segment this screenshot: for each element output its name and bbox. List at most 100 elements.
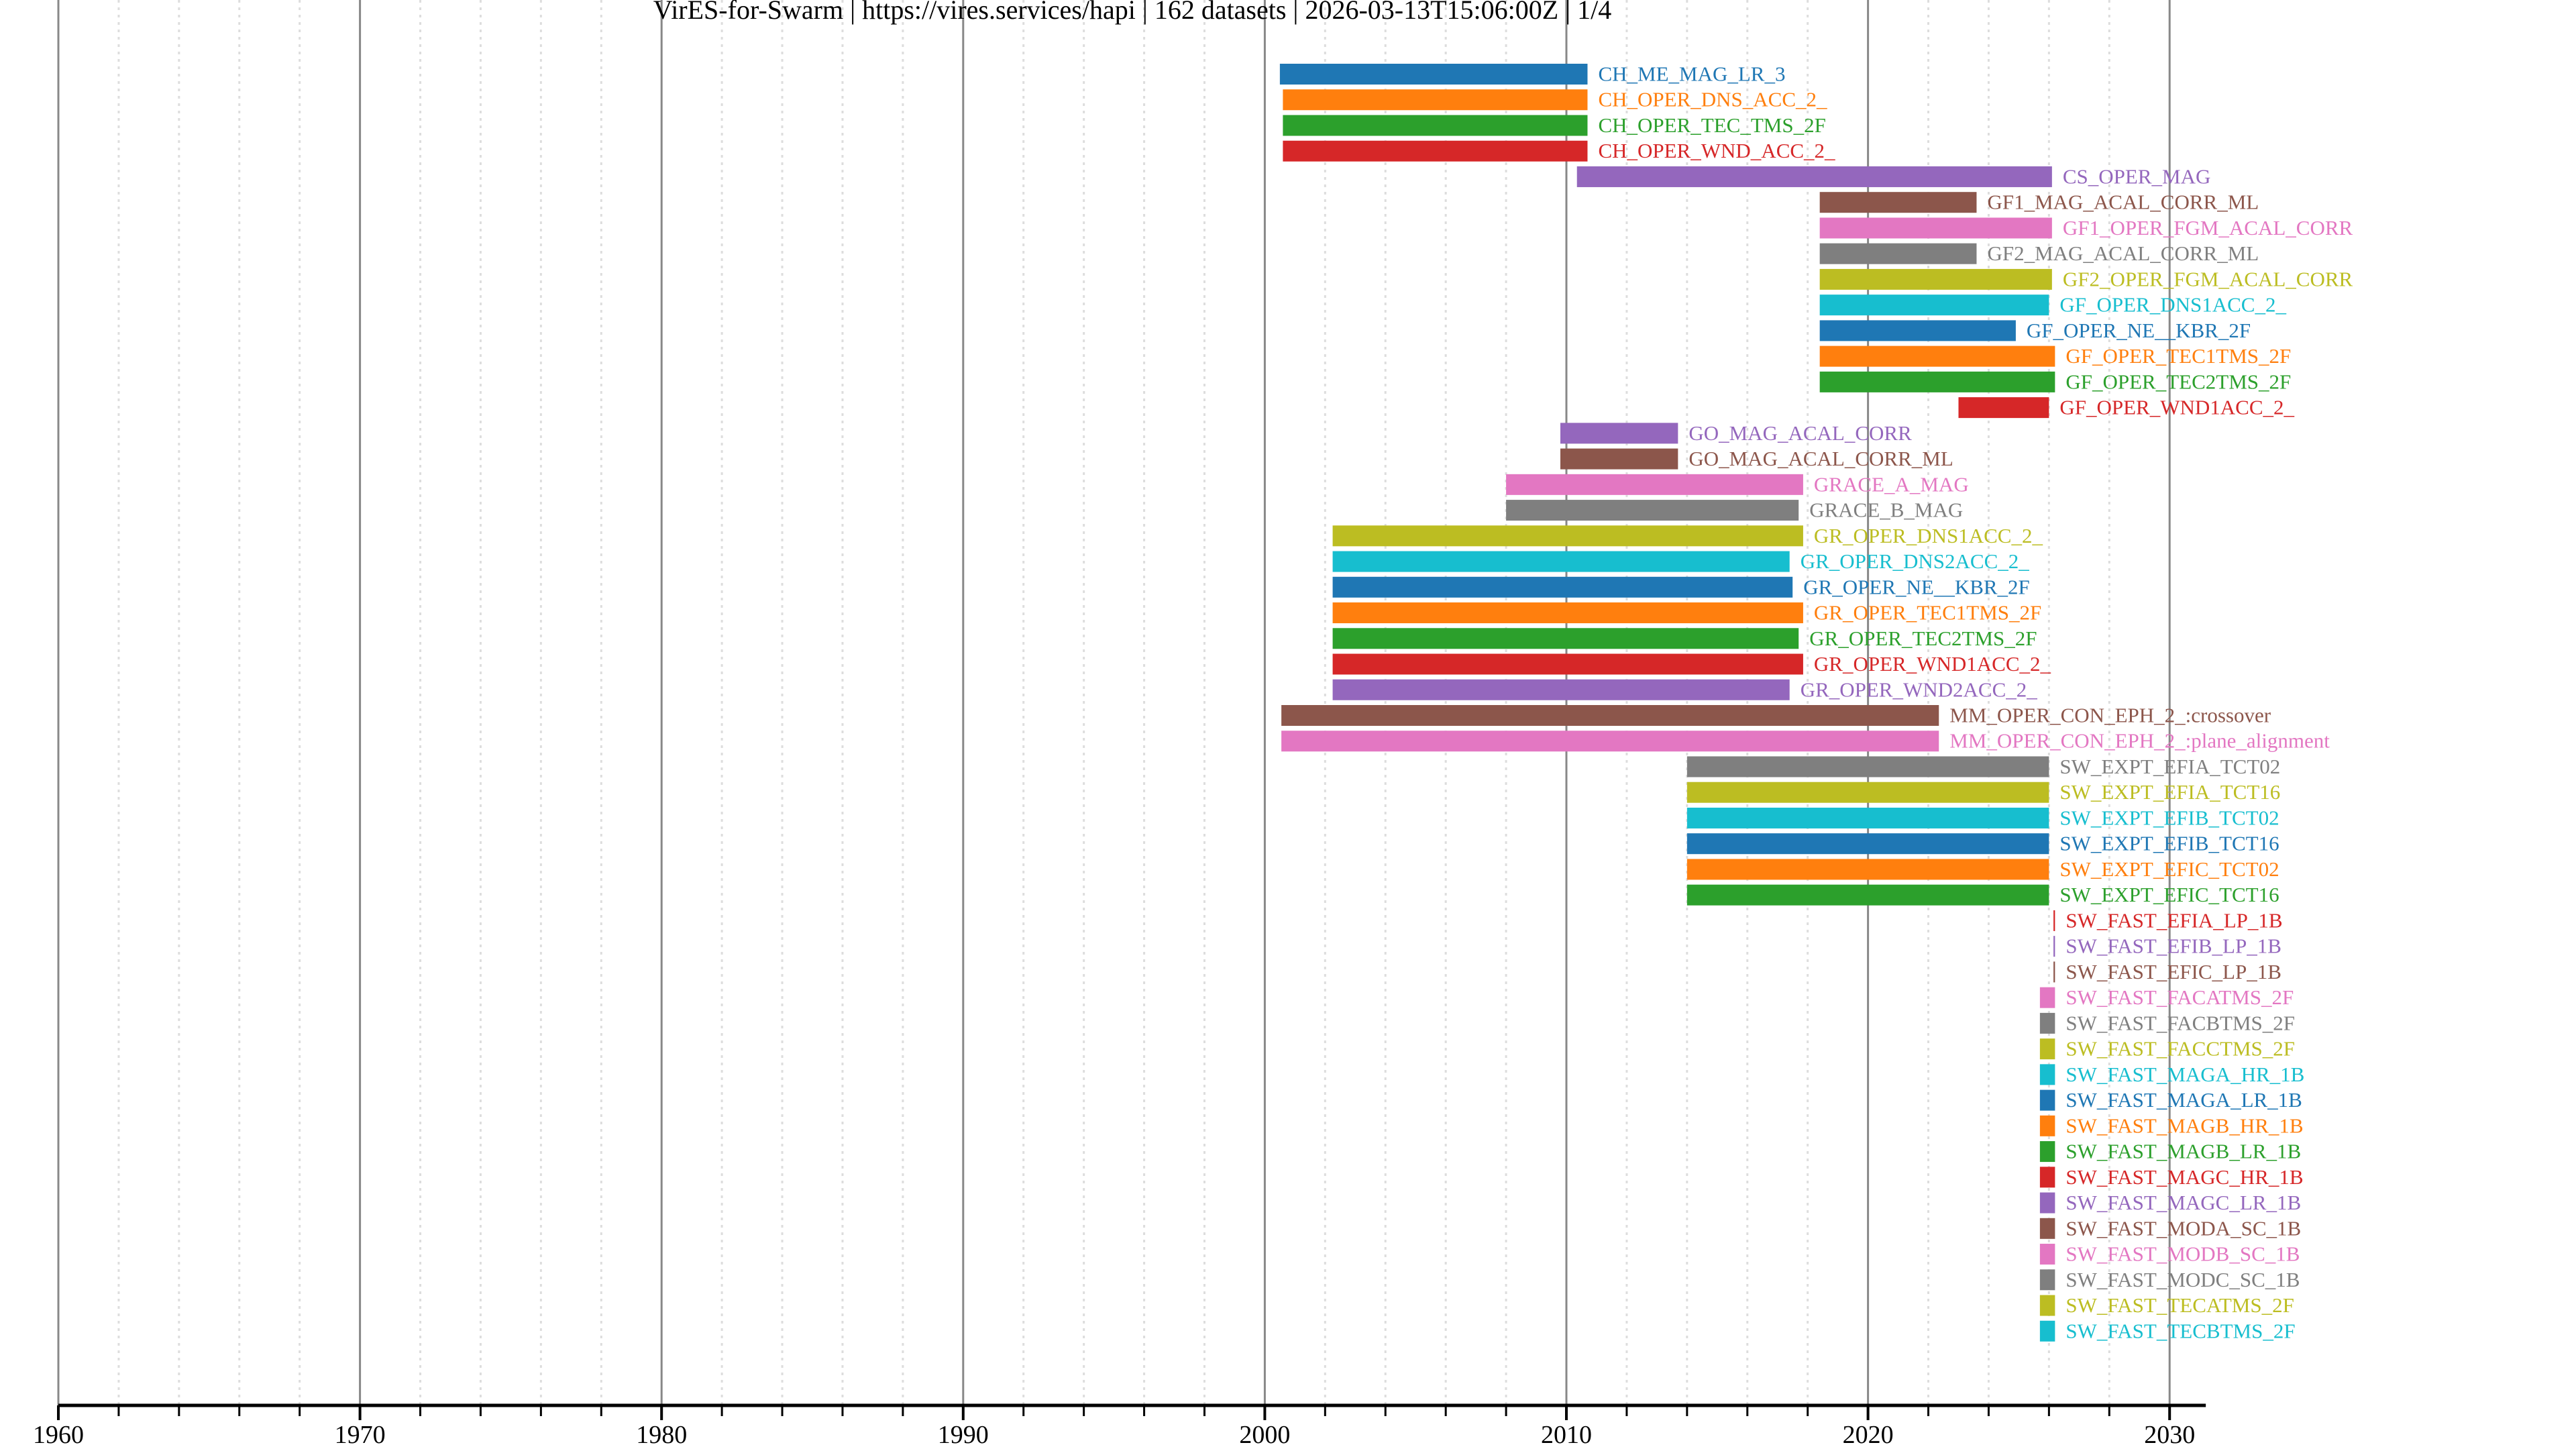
timeline-bar	[1283, 115, 1588, 136]
timeline-bar-label: SW_EXPT_EFIC_TCT02	[2059, 857, 2279, 881]
timeline-bar	[1819, 345, 2055, 367]
timeline-bar-label: SW_FAST_MAGB_HR_1B	[2065, 1114, 2303, 1137]
timeline-bar-label: SW_FAST_EFIB_LP_1B	[2065, 934, 2282, 958]
timeline-bar-label: MM_OPER_CON_EPH_2_:crossover	[1949, 704, 2271, 727]
timeline-bar	[1560, 423, 1678, 444]
timeline-bar-label: GR_OPER_DNS2ACC_2_	[1801, 549, 2030, 573]
timeline-bar	[2039, 1218, 2055, 1239]
timeline-bar-label: SW_FAST_EFIA_LP_1B	[2065, 908, 2282, 932]
timeline-bar	[2039, 1089, 2055, 1111]
x-tick-label: 1960	[33, 1421, 84, 1449]
timeline-bar	[1332, 551, 1790, 572]
timeline-bar	[1279, 64, 1588, 85]
timeline-bar	[1332, 602, 1803, 624]
timeline-bar	[1332, 679, 1790, 700]
timeline-bar	[1686, 807, 2049, 828]
timeline-bar-label: SW_FAST_MAGA_HR_1B	[2065, 1063, 2304, 1086]
timeline-bar	[1332, 576, 1793, 598]
timeline-bar-label: GRACE_A_MAG	[1814, 472, 1969, 496]
x-tick-label: 1980	[636, 1421, 687, 1449]
timeline-bar	[1819, 320, 2016, 341]
x-axis: 1960 1970 1980 1990 2000 2010 2020 2030	[33, 1403, 2206, 1449]
timeline-bar	[2039, 1244, 2055, 1265]
timeline-bar	[2039, 1295, 2055, 1316]
timeline-bar	[2039, 1320, 2055, 1342]
timeline-bar-label: GF_OPER_DNS1ACC_2_	[2059, 293, 2286, 317]
timeline-bar	[1281, 705, 1939, 726]
timeline-bar	[2039, 987, 2055, 1008]
chart-title: VirES-for-Swarm | https://vires.services…	[653, 0, 1612, 25]
timeline-bar	[1958, 397, 2049, 419]
timeline-bar-label: GF_OPER_NE__KBR_2F	[2027, 319, 2251, 342]
timeline-bar	[1283, 140, 1588, 162]
timeline-bar-label: SW_FAST_EFIC_LP_1B	[2065, 960, 2282, 983]
timeline-bar-label: GF_OPER_WND1ACC_2_	[2059, 396, 2294, 419]
timeline-bar-label: GR_OPER_NE__KBR_2F	[1803, 575, 2030, 598]
timeline-bar-label: SW_FAST_MAGC_LR_1B	[2065, 1191, 2301, 1214]
bars	[1279, 64, 2055, 1342]
timeline-bar	[2039, 1115, 2055, 1136]
timeline-bar-label: SW_EXPT_EFIB_TCT02	[2059, 806, 2279, 829]
timeline-bar	[2039, 1012, 2055, 1034]
timeline-bar	[1819, 192, 1977, 213]
timeline-bar	[1819, 294, 2049, 316]
timeline-bar-label: SW_EXPT_EFIA_TCT16	[2059, 780, 2280, 804]
timeline-bar-label: SW_EXPT_EFIA_TCT02	[2059, 755, 2280, 778]
timeline-bar	[1332, 653, 1803, 675]
timeline-bar	[1819, 243, 1977, 264]
x-tick-label: 1970	[335, 1421, 386, 1449]
timeline-bar	[2039, 1064, 2055, 1085]
timeline-bar-label: MM_OPER_CON_EPH_2_:plane_alignment	[1949, 729, 2330, 753]
timeline-bar-label: GF2_OPER_FGM_ACAL_CORR	[2063, 267, 2353, 290]
timeline-bar	[2039, 1141, 2055, 1163]
timeline-bar-label: SW_FAST_FACBTMS_2F	[2065, 1011, 2295, 1034]
timeline-bar	[1560, 448, 1678, 470]
timeline-bar-label: GR_OPER_DNS1ACC_2_	[1814, 524, 2043, 547]
timeline-bar	[2039, 1269, 2055, 1291]
x-tick-label: 2010	[1541, 1421, 1592, 1449]
bar-labels: CH_ME_MAG_LR_3CH_OPER_DNS_ACC_2_CH_OPER_…	[1598, 62, 2353, 1343]
timeline-bar-label: SW_FAST_FACCTMS_2F	[2065, 1037, 2295, 1061]
timeline-bar	[1332, 628, 1799, 649]
timeline-bar	[1506, 474, 1803, 495]
timeline-bar-label: GR_OPER_WND1ACC_2_	[1814, 652, 2051, 676]
timeline-bar-label: SW_EXPT_EFIC_TCT16	[2059, 883, 2279, 906]
timeline-bar-label: GO_MAG_ACAL_CORR	[1688, 421, 1912, 445]
timeline-bar	[1576, 166, 2052, 187]
grid	[57, 0, 2171, 1405]
timeline-bar-label: GF_OPER_TEC1TMS_2F	[2065, 344, 2291, 368]
timeline-bar-label: SW_FAST_FACATMS_2F	[2065, 985, 2294, 1009]
timeline-bar-label: GR_OPER_TEC2TMS_2F	[1809, 627, 2037, 650]
timeline-bar-label: CH_OPER_TEC_TMS_2F	[1598, 113, 1825, 137]
timeline-bar	[1686, 833, 2049, 855]
timeline-bar	[1332, 525, 1803, 547]
timeline-bar	[1281, 731, 1939, 752]
timeline-bar-label: GR_OPER_TEC1TMS_2F	[1814, 601, 2041, 625]
timeline-bar	[1819, 217, 2052, 239]
x-tick-label: 2030	[2144, 1421, 2195, 1449]
x-tick-label: 2000	[1239, 1421, 1290, 1449]
timeline-bar-label: GO_MAG_ACAL_CORR_ML	[1688, 447, 1953, 470]
x-tick-label: 2020	[1843, 1421, 1894, 1449]
timeline-bar-label: SW_FAST_MODC_SC_1B	[2065, 1268, 2300, 1291]
timeline-bar-label: SW_FAST_MAGB_LR_1B	[2065, 1140, 2301, 1163]
timeline-bar	[1506, 500, 1799, 521]
timeline-bar-label: GF1_OPER_FGM_ACAL_CORR	[2063, 216, 2353, 239]
timeline-bar	[2039, 1038, 2055, 1060]
timeline-bar-label: SW_FAST_TECBTMS_2F	[2065, 1319, 2295, 1342]
timeline-bar	[1686, 859, 2049, 880]
timeline-bar-label: GF1_MAG_ACAL_CORR_ML	[1987, 191, 2259, 214]
timeline-bar-label: SW_FAST_MODB_SC_1B	[2065, 1242, 2300, 1266]
timeline-bar	[1819, 371, 2055, 392]
timeline-bar-label: GRACE_B_MAG	[1809, 498, 1963, 522]
timeline-bar	[2053, 910, 2055, 931]
timeline-bar-label: CS_OPER_MAG	[2063, 164, 2211, 188]
timeline-bar-label: GF_OPER_TEC2TMS_2F	[2065, 370, 2291, 393]
x-tick-label: 1990	[938, 1421, 989, 1449]
timeline-bar-label: SW_FAST_TECATMS_2F	[2065, 1293, 2294, 1317]
timeline-bar-label: CH_OPER_WND_ACC_2_	[1598, 139, 1835, 162]
timeline-bar	[2053, 936, 2055, 957]
timeline-bar-label: GF2_MAG_ACAL_CORR_ML	[1987, 241, 2259, 265]
timeline-bar	[1686, 756, 2049, 777]
